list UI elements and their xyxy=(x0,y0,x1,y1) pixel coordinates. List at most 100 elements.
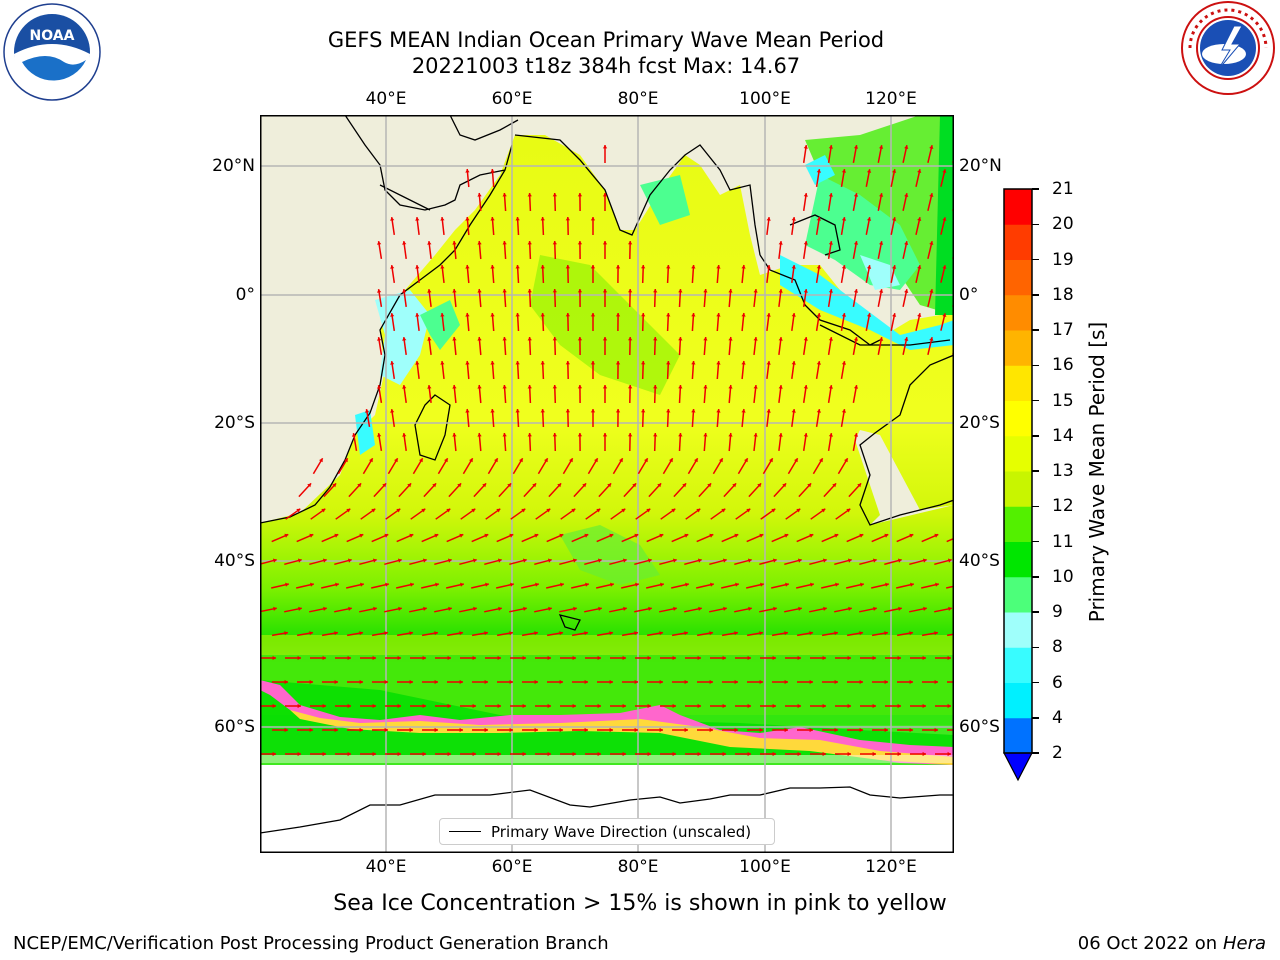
wave-arrow-head xyxy=(397,558,402,563)
wave-direction-arrows xyxy=(260,144,954,757)
wave-arrow-head xyxy=(735,582,739,587)
colorbar-tick-label: 8 xyxy=(1052,637,1063,658)
wave-arrow-head xyxy=(910,582,914,587)
wave-arrow-head xyxy=(490,409,495,413)
wave-arrow-head xyxy=(934,727,938,733)
wave-arrow-head xyxy=(502,385,507,389)
footer-date: 06 Oct 2022 on Hera xyxy=(1078,933,1266,954)
wave-arrow-head xyxy=(747,703,751,709)
wave-arrow-head xyxy=(759,533,764,538)
wave-arrow-head xyxy=(377,337,382,341)
wave-arrow-head xyxy=(572,558,577,563)
wave-arrow-head xyxy=(522,655,526,661)
wave-arrow-head xyxy=(465,265,470,269)
wave-arrow-head xyxy=(672,751,676,757)
wave-arrow-head xyxy=(759,631,763,636)
wave-arrow-head xyxy=(841,313,847,317)
wave-arrow-head xyxy=(917,265,922,269)
wave-arrow-head xyxy=(515,217,520,221)
wave-arrow-head xyxy=(766,361,771,365)
wave-arrow-head xyxy=(590,409,596,413)
wave-arrow-head xyxy=(452,433,457,437)
wave-arrow-head xyxy=(472,751,476,757)
wave-arrow-head xyxy=(521,508,526,513)
lon-tick-bottom: 100°E xyxy=(739,857,791,877)
colorbar-tick-mark xyxy=(1032,435,1039,437)
wave-arrow-head xyxy=(879,289,884,293)
wave-arrow-head xyxy=(653,289,658,293)
wave-arrow-head xyxy=(527,289,532,293)
wave-arrow-head xyxy=(897,558,902,563)
wave-arrow-head xyxy=(552,289,557,293)
wave-arrow-head xyxy=(565,313,570,317)
wave-arrow-head xyxy=(584,631,588,636)
colorbar-cell xyxy=(1004,647,1032,683)
wave-arrow-head xyxy=(477,241,482,245)
colorbar-tick-mark xyxy=(1032,329,1039,331)
wave-arrow-head xyxy=(272,655,276,661)
wave-arrow-head xyxy=(757,483,762,488)
wave-arrow-head xyxy=(816,169,821,173)
wave-arrow-head xyxy=(659,533,664,538)
wave-arrow-head xyxy=(577,289,583,293)
wave-arrow-head xyxy=(753,337,758,341)
wave-arrow-head xyxy=(807,483,812,488)
wave-arrow-shaft xyxy=(946,633,954,637)
wave-arrow-head xyxy=(382,483,387,488)
wave-arrow-head xyxy=(722,558,727,563)
wave-arrow-head xyxy=(422,655,426,661)
wave-arrow-head xyxy=(515,313,520,317)
wave-arrow-head xyxy=(347,703,351,709)
wave-arrow-head xyxy=(322,655,326,661)
wave-arrow-head xyxy=(597,558,602,563)
wave-arrow-head xyxy=(457,483,462,488)
wave-arrow-head xyxy=(785,582,789,587)
wave-arrow-head xyxy=(753,385,758,389)
nws-logo xyxy=(1181,1,1275,95)
wave-arrow-head xyxy=(615,361,621,365)
wave-arrow-head xyxy=(942,217,947,221)
wave-arrow-head xyxy=(321,508,326,513)
wave-arrow-head xyxy=(377,289,382,293)
wave-arrow-head xyxy=(432,483,437,488)
wave-period-map[interactable] xyxy=(260,115,954,853)
wave-arrow-head xyxy=(527,337,532,341)
coastlines xyxy=(260,115,954,631)
colorbar-cell xyxy=(1004,682,1032,719)
wave-arrow-head xyxy=(557,483,562,488)
colorbar-tick-label: 10 xyxy=(1052,566,1074,587)
wave-arrow-head xyxy=(697,751,701,757)
wave-arrow-head xyxy=(409,727,413,733)
wave-arrow-head xyxy=(666,265,671,269)
wave-arrow-head xyxy=(322,703,326,709)
wave-arrow-head xyxy=(892,217,897,221)
wave-arrow-head xyxy=(609,533,614,538)
wave-arrow-head xyxy=(534,679,538,685)
wave-arrow-head xyxy=(791,217,796,221)
wave-arrow-head xyxy=(615,409,621,413)
wave-arrow-head xyxy=(372,558,377,563)
wave-arrow-head xyxy=(703,433,708,437)
wave-arrow-head xyxy=(721,508,726,513)
wave-arrow-head xyxy=(841,361,847,365)
lat-tick-left: 60°S xyxy=(214,717,255,737)
wave-arrow-head xyxy=(298,606,302,611)
wave-arrow-head xyxy=(660,582,664,587)
wave-arrow-head xyxy=(602,145,608,149)
wave-arrow-head xyxy=(509,631,513,636)
wave-arrow-head xyxy=(596,508,601,513)
wave-arrow-head xyxy=(803,241,808,245)
wave-arrow-head xyxy=(534,631,538,636)
wave-arrow-head xyxy=(672,703,676,709)
wave-arrow-head xyxy=(682,483,687,488)
wave-arrow-head xyxy=(917,169,922,173)
wave-arrow-head xyxy=(942,169,947,173)
wave-arrow-head xyxy=(947,558,952,563)
wave-arrow-head xyxy=(778,241,783,245)
wave-arrow-head xyxy=(384,631,388,636)
wave-arrow-head xyxy=(272,751,276,757)
wave-arrow-head xyxy=(741,361,746,365)
wave-arrow-head xyxy=(923,606,927,611)
wave-arrow-head xyxy=(728,337,733,341)
wave-arrow-head xyxy=(766,313,771,317)
